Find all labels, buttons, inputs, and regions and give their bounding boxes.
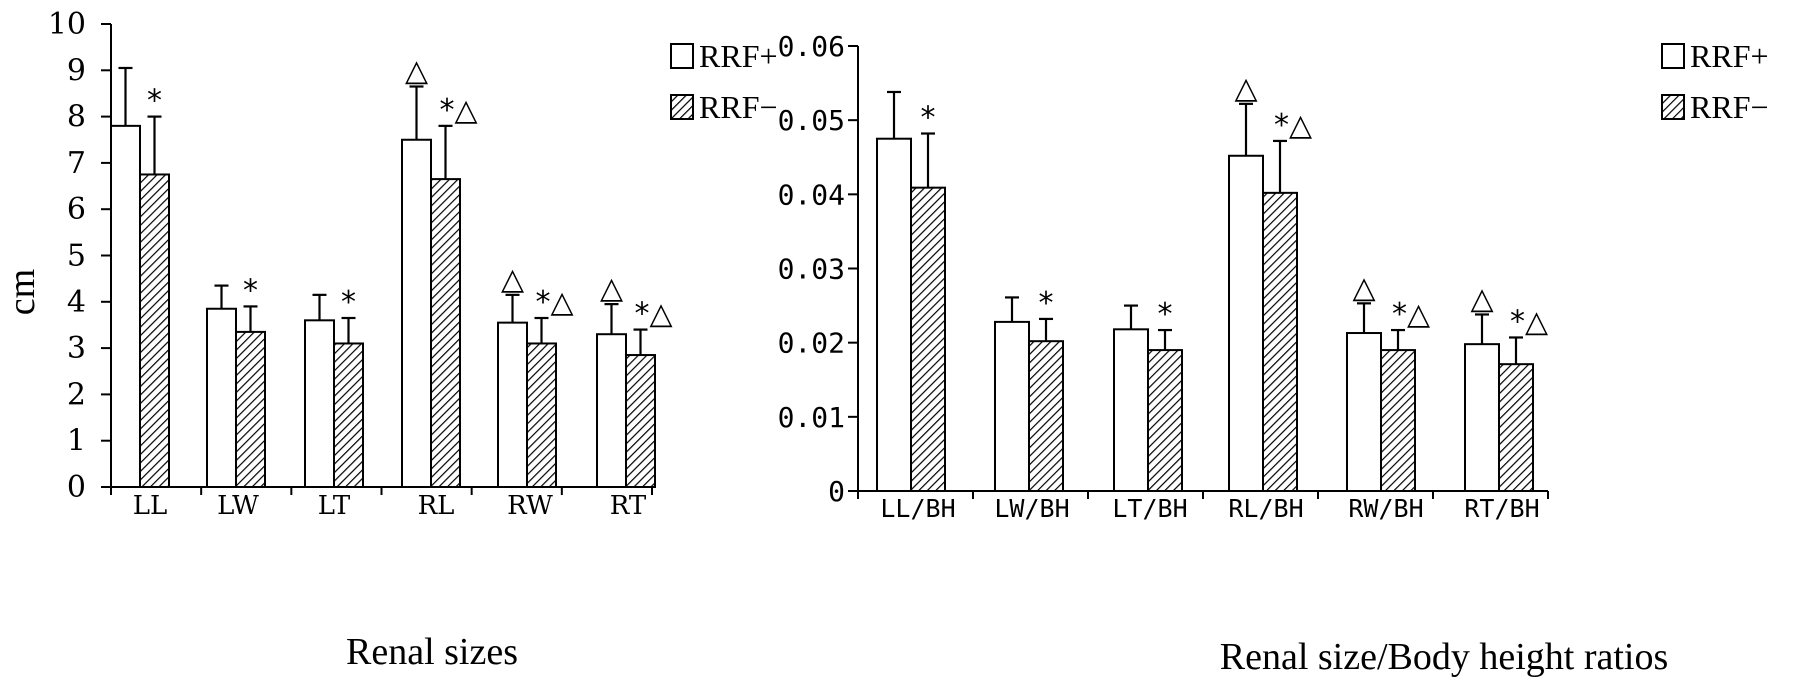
left-bar-rrf-plus	[596, 333, 627, 488]
right-y-tick-label: 0.02	[778, 327, 845, 360]
right-y-tick-label: 0.05	[778, 104, 845, 137]
left-bars: ** *△*△△*△ △*△	[110, 54, 673, 489]
left-significance-mark: △	[405, 54, 428, 89]
left-bar-rrf-minus	[526, 342, 557, 488]
right-bar-rrf-plus	[1228, 154, 1264, 492]
right-bar-rrf-plus	[1113, 328, 1149, 493]
left-y-tick-label: 1	[67, 424, 86, 459]
right-bar-rrf-minus	[1380, 349, 1416, 493]
left-bar-rrf-plus	[304, 319, 335, 488]
right-bar-rrf-minus	[1147, 349, 1183, 493]
right-legend-label-rrf-minus: RRF−	[1690, 89, 1769, 125]
right-x-tick-label: RW/BH	[1348, 494, 1423, 523]
right-y-tick-label: 0.06	[778, 30, 845, 63]
right-bar-rrf-plus	[994, 320, 1030, 492]
left-y-tick-label: 7	[67, 146, 86, 181]
left-y-tick-label: 10	[48, 7, 86, 42]
right-significance-mark: *	[921, 101, 936, 136]
right-bar-rrf-plus	[1464, 343, 1500, 492]
left-y-tick-label: 2	[67, 377, 86, 412]
left-significance-mark: *	[147, 84, 162, 119]
left-bar-rrf-minus	[430, 178, 461, 488]
right-significance-mark: *△	[1510, 304, 1548, 339]
left-x-tick-label: LT	[318, 491, 351, 521]
left-bar-rrf-minus	[139, 173, 170, 488]
left-legend: RRF+ RRF−	[670, 38, 778, 125]
left-y-axis-title: cm	[1, 269, 43, 315]
left-x-axis-title: Renal sizes	[346, 631, 518, 673]
right-significance-mark: *	[1039, 286, 1054, 321]
left-x-tick-label: RT	[610, 491, 647, 521]
left-y-tick-label: 6	[67, 192, 86, 227]
left-significance-mark: *	[341, 285, 356, 320]
right-bar-rrf-plus	[1346, 332, 1382, 492]
left-significance-mark: *	[243, 273, 258, 308]
left-y-tick-label: 8	[67, 100, 86, 135]
left-legend-label-rrf-minus: RRF−	[699, 89, 778, 125]
left-y-tick-label: 4	[67, 285, 86, 320]
right-bar-rrf-minus	[1028, 340, 1064, 492]
right-legend-swatch-rrf-plus	[1661, 43, 1685, 69]
left-legend-label-rrf-plus: RRF+	[699, 38, 778, 74]
chart-right: ** *△*△△*△ △*△ 00.010.020.030.040.050.06LL…	[778, 30, 1769, 678]
right-significance-mark: *	[1158, 297, 1173, 332]
left-bar-rrf-minus	[625, 354, 656, 489]
left-y-tick-label: 3	[67, 331, 86, 366]
left-bar-rrf-plus	[206, 307, 237, 488]
left-axes: 0 1 2 3 4 5 6 7 8 9 10 LL LW LT RL RW RT	[48, 7, 653, 521]
right-y-tick-label: 0.04	[778, 178, 845, 211]
right-y-tick-label: 0.01	[778, 401, 845, 434]
right-x-tick-label: RL/BH	[1228, 494, 1303, 523]
left-legend-swatch-rrf-plus	[670, 43, 694, 69]
left-significance-mark: *△	[635, 297, 673, 332]
right-axes: 0 0.01 0.02 0.03 0.04 0.05 0.06 LL/BH LW/BH LT/BH…	[778, 30, 1549, 523]
right-y-tick-label: 0.03	[778, 253, 845, 286]
left-bar-rrf-minus	[333, 342, 364, 488]
left-bar-rrf-plus	[497, 321, 528, 489]
left-significance-mark: △	[600, 271, 623, 306]
left-significance-mark: *△	[440, 93, 478, 128]
right-x-axis-title: Renal size/Body height ratios	[1220, 636, 1669, 678]
left-bar-rrf-minus	[235, 330, 266, 488]
right-significance-mark: △	[1470, 281, 1493, 316]
right-significance-mark: △	[1352, 270, 1375, 305]
right-legend-label-rrf-plus: RRF+	[1690, 38, 1769, 74]
left-y-tick-label: 5	[67, 239, 86, 274]
right-bar-rrf-minus	[910, 186, 946, 493]
left-bar-rrf-plus	[401, 138, 432, 488]
left-x-tick-label: LL	[133, 491, 168, 521]
right-y-tick-label: 0	[828, 475, 845, 508]
right-x-tick-label: LW/BH	[994, 494, 1069, 523]
right-legend-swatch-rrf-minus	[1661, 94, 1685, 120]
left-legend-swatch-rrf-minus	[670, 94, 694, 120]
left-x-tick-label: RL	[418, 491, 455, 521]
right-bar-rrf-plus	[876, 137, 912, 492]
left-y-tick-label: 0	[67, 470, 86, 505]
right-x-tick-label: LL/BH	[880, 494, 955, 523]
left-bar-rrf-plus	[110, 124, 141, 489]
left-significance-mark: *△	[536, 285, 574, 320]
right-x-tick-label: RT/BH	[1464, 494, 1539, 523]
left-x-tick-label: RW	[507, 491, 553, 521]
left-y-tick-label: 9	[67, 53, 86, 88]
right-significance-mark: *△	[1392, 297, 1430, 332]
right-bar-rrf-minus	[1262, 191, 1298, 492]
left-significance-mark: △	[501, 262, 524, 297]
right-bar-rrf-minus	[1498, 363, 1534, 492]
right-significance-mark: *△	[1274, 108, 1312, 143]
right-x-tick-label: LT/BH	[1112, 494, 1187, 523]
right-significance-mark: △	[1234, 71, 1257, 106]
right-bars: ** *△*△△*△ △*△	[876, 71, 1548, 493]
right-legend: RRF+ RRF−	[1661, 38, 1769, 125]
left-x-tick-label: LW	[217, 491, 259, 521]
